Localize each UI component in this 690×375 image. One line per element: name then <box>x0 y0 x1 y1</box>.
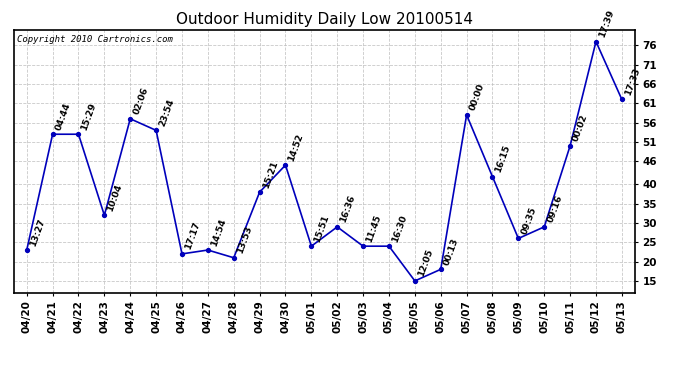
Text: 23:54: 23:54 <box>157 98 176 128</box>
Text: 00:13: 00:13 <box>442 237 460 267</box>
Text: 00:02: 00:02 <box>571 113 590 143</box>
Text: 04:44: 04:44 <box>54 101 72 132</box>
Text: 15:51: 15:51 <box>313 213 331 243</box>
Text: 09:16: 09:16 <box>546 194 564 224</box>
Text: 17:17: 17:17 <box>184 221 201 251</box>
Text: 12:05: 12:05 <box>416 248 435 278</box>
Text: 16:36: 16:36 <box>339 194 357 224</box>
Text: 16:30: 16:30 <box>391 213 408 243</box>
Text: 13:27: 13:27 <box>28 217 46 247</box>
Text: 13:53: 13:53 <box>235 225 253 255</box>
Text: 09:35: 09:35 <box>520 206 538 236</box>
Text: 10:04: 10:04 <box>106 183 124 213</box>
Title: Outdoor Humidity Daily Low 20100514: Outdoor Humidity Daily Low 20100514 <box>176 12 473 27</box>
Text: 14:54: 14:54 <box>209 217 228 247</box>
Text: 17:33: 17:33 <box>623 67 642 97</box>
Text: 11:45: 11:45 <box>364 213 383 243</box>
Text: 16:15: 16:15 <box>494 144 512 174</box>
Text: 17:39: 17:39 <box>598 9 615 39</box>
Text: Copyright 2010 Cartronics.com: Copyright 2010 Cartronics.com <box>17 35 172 44</box>
Text: 00:00: 00:00 <box>468 82 486 112</box>
Text: 14:52: 14:52 <box>287 132 305 162</box>
Text: 15:21: 15:21 <box>261 159 279 189</box>
Text: 02:06: 02:06 <box>132 86 150 116</box>
Text: 15:29: 15:29 <box>80 101 98 132</box>
